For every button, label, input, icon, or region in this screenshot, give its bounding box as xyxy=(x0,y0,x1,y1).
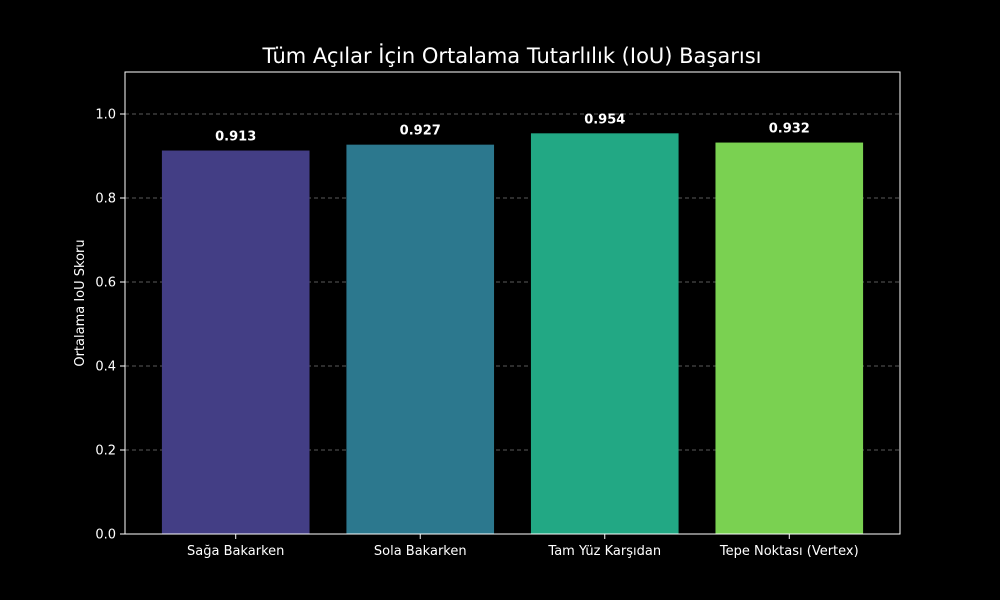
bar xyxy=(530,133,679,534)
bar-value-label: 0.954 xyxy=(584,112,625,127)
bar-value-label: 0.913 xyxy=(215,130,256,145)
x-tick-label: Tepe Noktası (Vertex) xyxy=(719,544,859,559)
bars-group xyxy=(161,133,864,535)
bar xyxy=(346,144,495,534)
y-axis-ticks: 0.0 0.2 0.4 0.6 0.8 1.0 xyxy=(95,108,125,543)
y-tick-label: 0.8 xyxy=(95,192,116,207)
bar-value-label: 0.932 xyxy=(769,122,810,137)
x-tick-label: Sağa Bakarken xyxy=(187,544,284,559)
y-tick-label: 0.6 xyxy=(95,276,116,291)
bar-value-label: 0.927 xyxy=(400,124,441,139)
chart-title: Tüm Açılar İçin Ortalama Tutarlılık (IoU… xyxy=(262,43,762,68)
y-tick-label: 0.0 xyxy=(95,528,116,543)
x-tick-label: Tam Yüz Karşıdan xyxy=(547,544,661,559)
y-axis-label: Ortalama IoU Skoru xyxy=(73,239,88,366)
x-tick-label: Sola Bakarken xyxy=(374,544,467,559)
y-tick-label: 0.2 xyxy=(95,444,116,459)
bar xyxy=(161,150,310,535)
plot-frame xyxy=(124,71,901,535)
bar xyxy=(715,142,864,534)
y-tick-label: 1.0 xyxy=(95,108,116,123)
x-axis-ticks: Sağa Bakarken Sola Bakarken Tam Yüz Karşıd… xyxy=(187,534,859,559)
bar-value-labels: 0.913 0.927 0.954 0.932 xyxy=(215,112,810,144)
y-tick-label: 0.4 xyxy=(95,360,116,375)
